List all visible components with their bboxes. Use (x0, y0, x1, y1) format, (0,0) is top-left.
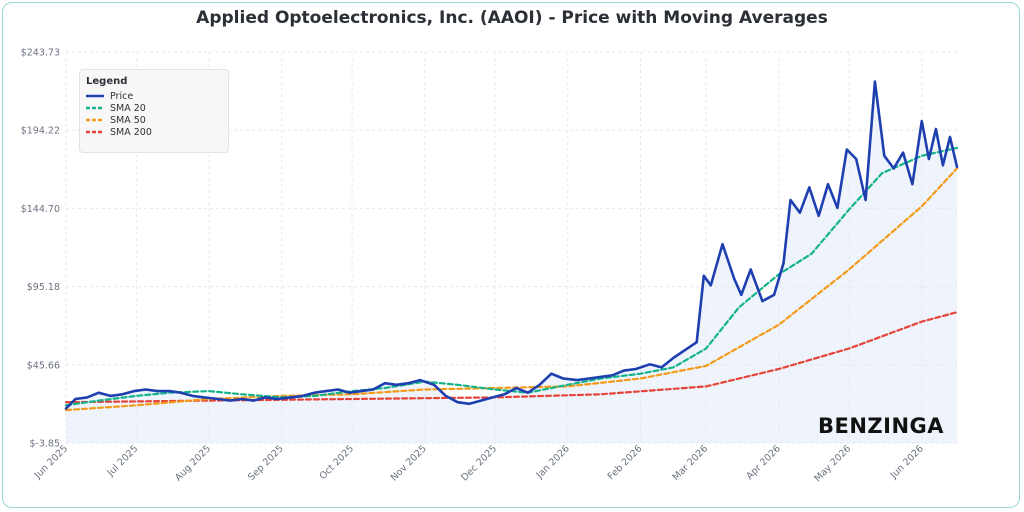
series-line-price (64, 80, 959, 410)
y-tick-label: $243.73 (21, 48, 60, 59)
x-tick-label: Aug 2025 (173, 443, 213, 483)
x-tick-label: Feb 2026 (606, 443, 645, 482)
benzinga-logo: BENZINGA (818, 414, 945, 438)
legend: Legend Price SMA 20 SMA 50 SMA 200 (79, 69, 229, 153)
chart-title: Applied Optoelectronics, Inc. (AAOI) - P… (196, 8, 828, 28)
y-tick-label: $45.66 (27, 360, 60, 371)
legend-label-sma50: SMA 50 (110, 114, 146, 126)
series-line-sma-200 (64, 311, 959, 404)
x-tick-label: Oct 2025 (318, 443, 357, 482)
legend-item-sma20: SMA 20 (86, 102, 146, 114)
legend-label-sma20: SMA 20 (110, 102, 146, 114)
y-tick-label: $194.22 (21, 126, 60, 137)
price-area-fill (66, 81, 957, 443)
grid (65, 51, 957, 444)
legend-swatch-sma200 (86, 130, 104, 134)
x-axis-ticks: Jun 2025 Jul 2025 Aug 2025 Sep 2025 Oct 2025… (32, 443, 926, 484)
x-tick-label: Apr 2026 (744, 443, 783, 482)
x-tick-label: Jun 2026 (888, 443, 926, 481)
legend-item-sma200: SMA 200 (86, 126, 152, 138)
x-tick-label: May 2026 (812, 443, 853, 484)
x-tick-label: Sep 2025 (246, 443, 286, 483)
y-axis-ticks: $243.73 $194.22 $144.70 $95.18 $45.66 $-3.85 (21, 48, 60, 450)
legend-title: Legend (86, 76, 128, 87)
legend-item-price: Price (86, 90, 133, 102)
legend-swatch-sma50 (86, 118, 104, 122)
legend-label-price: Price (110, 90, 134, 102)
x-tick-label: Dec 2025 (459, 443, 499, 483)
x-tick-label: Mar 2026 (671, 443, 711, 483)
x-tick-label: Nov 2025 (389, 443, 429, 483)
x-tick-label: Jul 2025 (105, 443, 141, 479)
series-lines (64, 80, 959, 412)
legend-swatch-price (86, 94, 104, 98)
legend-swatch-sma20 (86, 106, 104, 110)
legend-item-sma50: SMA 50 (86, 114, 146, 126)
y-tick-label: $-3.85 (29, 439, 60, 450)
y-tick-label: $95.18 (27, 282, 60, 293)
x-tick-label: Jan 2026 (534, 443, 572, 481)
y-tick-label: $144.70 (21, 204, 60, 215)
legend-label-sma200: SMA 200 (110, 126, 152, 138)
